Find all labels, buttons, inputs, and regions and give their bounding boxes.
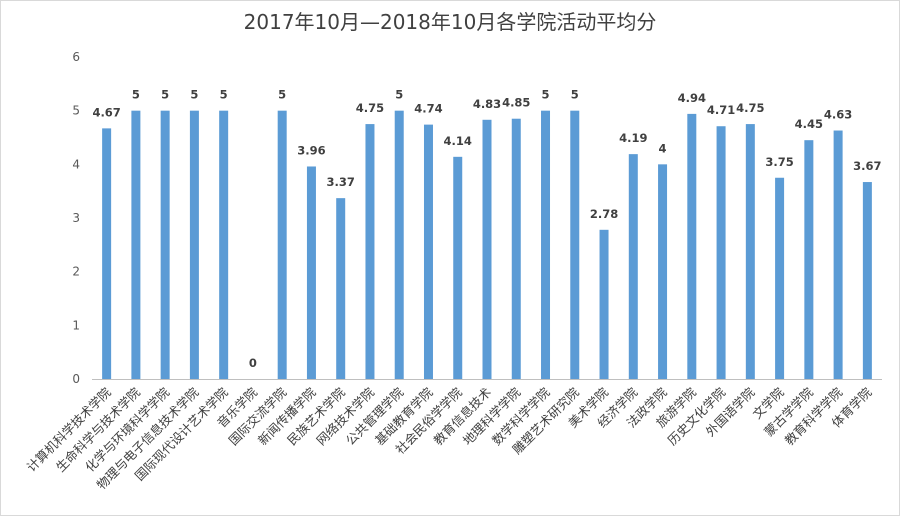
data-label: 4.74 [414,102,442,116]
y-tick-label: 3 [72,211,80,225]
data-label: 5 [542,88,550,102]
data-label: 4.45 [795,117,823,131]
data-label: 4.85 [502,96,530,110]
y-axis: 0 1 2 3 4 5 6 [72,50,80,386]
data-label: 5 [571,88,579,102]
bars [102,110,872,380]
bar [394,110,404,380]
bar [862,182,872,379]
bar [277,110,287,380]
data-label: 5 [395,88,403,102]
bar [775,177,785,379]
bar [102,128,112,379]
data-label: 5 [220,88,228,102]
y-tick-label: 0 [72,372,80,386]
bar [658,164,668,379]
data-label: 4.67 [92,105,120,119]
bar [628,154,638,379]
data-label: 4.94 [678,91,706,105]
data-label: 4.19 [619,131,647,145]
data-label: 4.14 [444,134,472,148]
y-tick-label: 5 [72,104,80,118]
bar [804,140,814,379]
bar [453,156,463,379]
category-labels: 计算机科学技术学院生命科学与技术学院化学与环境科学学院物理与电子信息技术学院国际… [24,384,875,492]
data-label: 3.37 [327,175,355,189]
data-label: 3.96 [297,143,325,157]
bar [219,110,229,380]
data-label: 4.83 [473,97,501,111]
bar [160,110,170,380]
bar [131,110,141,380]
bar [716,126,726,379]
bar [189,110,199,380]
data-label: 2.78 [590,207,618,221]
bar [365,124,375,379]
y-tick-label: 6 [72,50,80,64]
data-label: 4.75 [736,101,764,115]
bar [423,124,433,380]
data-label: 4 [659,141,667,155]
data-label: 5 [161,88,169,102]
data-label: 4.71 [707,103,735,117]
data-labels: 4.67 5 5 5 5 0 5 3.96 3.37 4.75 5 4.74 4.14 4.83 4.85 5… [92,88,881,370]
data-label: 4.75 [356,101,384,115]
bar [570,110,580,380]
data-label: 5 [278,88,286,102]
bar [599,229,609,379]
bar [511,118,521,379]
bar [833,130,843,379]
y-tick-label: 2 [72,265,80,279]
bar [745,124,755,379]
bar [687,113,697,380]
bar [306,166,316,379]
chart-title: 2017年10月—2018年10月各学院活动平均分 [243,10,657,34]
data-label: 5 [132,88,140,102]
bar [541,110,551,380]
data-label: 3.75 [765,155,793,169]
y-tick-label: 4 [72,157,80,171]
data-label: 5 [190,88,198,102]
data-label: 4.63 [824,108,852,122]
data-label: 0 [249,356,257,370]
y-tick-label: 1 [72,318,80,332]
bar [336,198,346,379]
bar [482,119,492,379]
data-label: 3.67 [853,159,881,173]
